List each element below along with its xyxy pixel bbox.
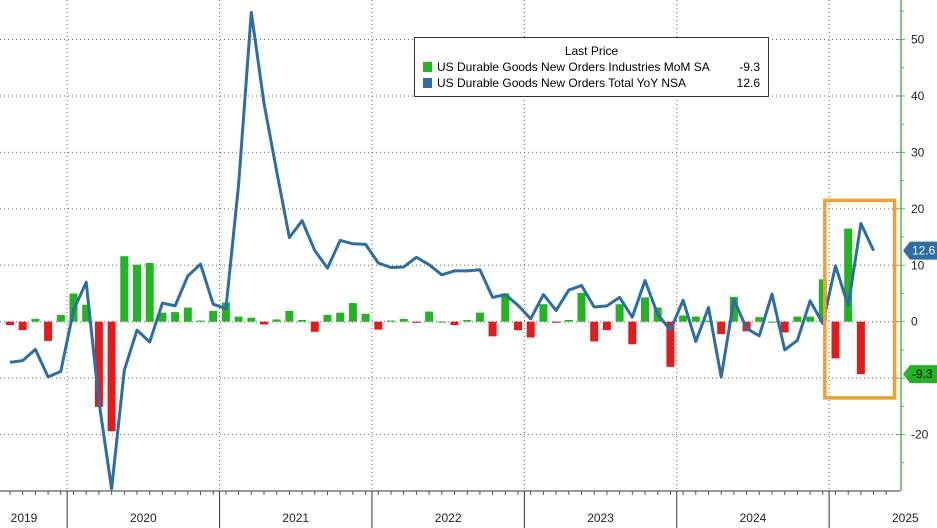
- bar-mom: [475, 312, 484, 322]
- value-flag-yoy-shape: [903, 241, 937, 260]
- y-tick-label: 0: [911, 315, 918, 329]
- bar-mom: [844, 228, 853, 322]
- bar-mom: [31, 318, 40, 322]
- line-yoy: [9, 10, 875, 491]
- bar-mom: [133, 264, 141, 322]
- bar-mom: [628, 321, 637, 345]
- bar-mom: [323, 314, 332, 322]
- chart-legend: Last Price US Durable Goods New Orders I…: [414, 37, 769, 97]
- bar-mom: [831, 321, 840, 359]
- bar-mom: [526, 321, 535, 338]
- bar-mom: [602, 321, 611, 331]
- bar-mom: [755, 317, 764, 322]
- bar-mom: [856, 321, 865, 375]
- bar-mom: [310, 321, 319, 332]
- value-flag-mom-text: -9.3: [912, 367, 933, 381]
- bar-mom: [387, 320, 395, 322]
- bar-mom: [234, 316, 243, 322]
- bar-mom: [145, 262, 154, 322]
- bar-mom: [666, 321, 675, 367]
- x-year-label: 2023: [587, 511, 614, 525]
- bar-mom: [94, 321, 103, 407]
- highlight-box: [823, 198, 897, 400]
- bar-mom: [247, 317, 256, 322]
- value-flag-mom: -9.3: [903, 365, 937, 384]
- y-tick-label: 30: [911, 145, 925, 159]
- bar-mom: [501, 293, 510, 322]
- legend-value-yoy: 12.6: [736, 76, 760, 90]
- x-year-label: 2022: [435, 511, 462, 525]
- y-tick-label: -20: [911, 428, 929, 442]
- bar-mom: [183, 307, 192, 322]
- bar-mom: [44, 321, 53, 341]
- bar-mom: [463, 319, 472, 322]
- x-year-label: 2020: [130, 511, 157, 525]
- value-flag-mom-shape: [903, 365, 937, 384]
- legend-title: Last Price: [564, 44, 619, 58]
- bar-mom: [6, 321, 14, 326]
- bar-mom: [221, 302, 230, 322]
- bar-mom: [704, 320, 713, 322]
- bar-mom: [285, 310, 294, 322]
- bar-mom: [18, 321, 27, 331]
- bar-mom: [615, 304, 624, 322]
- bar-mom: [539, 304, 548, 322]
- bar-mom: [336, 312, 345, 322]
- y-tick-label: 20: [911, 202, 925, 216]
- legend-name-yoy: US Durable Goods New Orders Total YoY NS…: [437, 76, 687, 90]
- bar-mom: [679, 315, 688, 322]
- legend-entry-yoy: US Durable Goods New Orders Total YoY NS…: [415, 75, 768, 91]
- bar-mom: [590, 321, 599, 342]
- legend-value-mom: -9.3: [739, 60, 760, 74]
- x-year-label: 2021: [282, 511, 309, 525]
- bar-mom: [437, 321, 446, 323]
- bar-mom: [56, 314, 65, 322]
- bar-mom: [158, 312, 167, 322]
- x-year-label: 2019: [11, 511, 38, 525]
- bar-mom: [399, 318, 408, 322]
- bar-mom: [564, 319, 573, 322]
- legend-swatch-mom: [423, 62, 432, 72]
- bar-mom: [196, 320, 205, 322]
- bar-mom: [691, 316, 700, 322]
- bar-mom: [450, 321, 459, 326]
- bar-mom: [806, 316, 815, 322]
- bar-mom: [729, 296, 738, 322]
- bar-mom: [717, 321, 726, 335]
- bar-mom: [577, 292, 586, 322]
- legend-name-mom: US Durable Goods New Orders Industries M…: [437, 60, 710, 74]
- legend-swatch-yoy: [423, 78, 432, 88]
- bar-mom: [374, 321, 383, 330]
- value-flag-yoy: 12.6: [903, 241, 937, 260]
- bar-mom: [768, 321, 776, 323]
- bar-mom: [120, 256, 129, 322]
- y-tick-label: 50: [911, 33, 925, 47]
- bar-mom: [514, 321, 522, 331]
- bar-mom: [641, 297, 649, 322]
- bar-mom: [361, 313, 370, 322]
- bar-mom: [348, 303, 357, 322]
- bar-mom: [272, 319, 281, 322]
- x-year-label: 2024: [740, 511, 767, 525]
- bar-mom: [82, 304, 91, 322]
- bar-mom: [412, 321, 421, 323]
- y-tick-label: 40: [911, 89, 925, 103]
- bar-mom: [552, 321, 561, 323]
- bar-mom: [298, 319, 307, 322]
- bar-mom: [260, 321, 268, 325]
- bar-mom: [780, 321, 789, 333]
- legend-entry-mom: US Durable Goods New Orders Industries M…: [415, 59, 768, 75]
- bar-mom: [818, 279, 827, 322]
- bar-mom: [425, 311, 434, 322]
- bar-mom: [488, 321, 497, 337]
- bar-mom: [793, 316, 802, 322]
- bar-mom: [209, 310, 218, 322]
- y-tick-label: 10: [911, 258, 925, 272]
- bar-mom: [107, 321, 116, 432]
- bar-mom: [171, 312, 180, 322]
- value-flag-yoy-text: 12.6: [912, 244, 936, 258]
- x-year-label: 2025: [892, 511, 919, 525]
